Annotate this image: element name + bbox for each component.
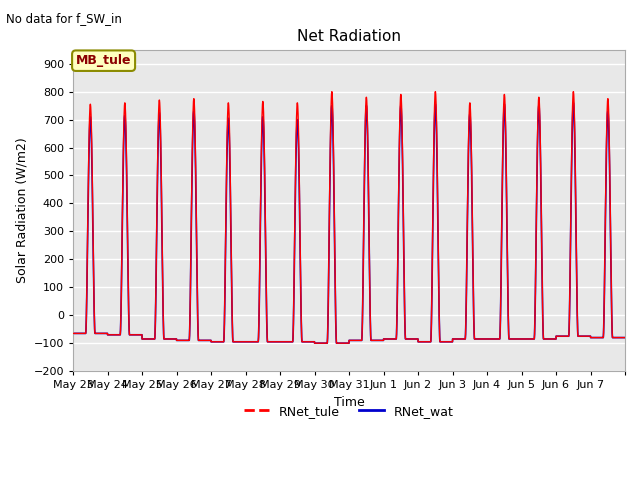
Text: No data for f_SW_in: No data for f_SW_in — [6, 12, 122, 25]
Title: Net Radiation: Net Radiation — [297, 29, 401, 44]
Text: MB_tule: MB_tule — [76, 54, 131, 67]
X-axis label: Time: Time — [333, 396, 364, 408]
Legend: RNet_tule, RNet_wat: RNet_tule, RNet_wat — [239, 400, 459, 423]
Y-axis label: Solar Radiation (W/m2): Solar Radiation (W/m2) — [15, 138, 28, 283]
